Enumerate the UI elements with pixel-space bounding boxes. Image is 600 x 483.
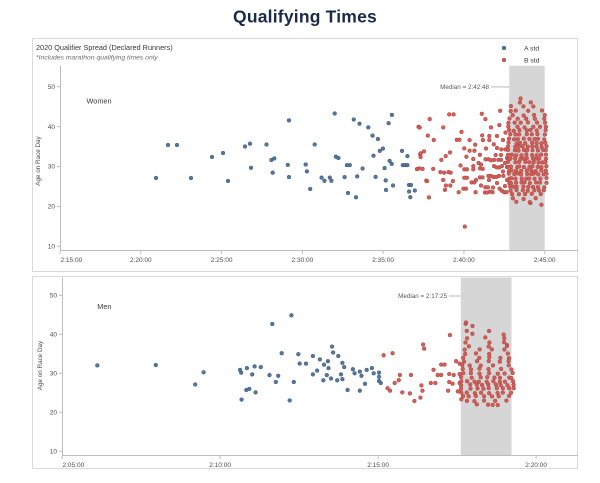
- svg-text:2:40:00: 2:40:00: [453, 257, 475, 264]
- svg-text:2:15:00: 2:15:00: [367, 462, 389, 469]
- svg-text:Median = 2:17:25: Median = 2:17:25: [398, 293, 447, 300]
- svg-text:2:20:00: 2:20:00: [130, 257, 152, 264]
- svg-text:2:25:00: 2:25:00: [211, 257, 233, 264]
- svg-text:50: 50: [50, 293, 58, 300]
- svg-text:50: 50: [48, 84, 56, 91]
- svg-text:B std: B std: [524, 58, 540, 65]
- svg-text:30: 30: [48, 164, 56, 171]
- svg-text:Qualifying Times: Qualifying Times: [233, 7, 377, 27]
- svg-text:2:45:00: 2:45:00: [534, 257, 556, 264]
- svg-text:2:05:00: 2:05:00: [63, 462, 85, 469]
- svg-text:10: 10: [48, 244, 56, 251]
- svg-text:2:35:00: 2:35:00: [372, 257, 394, 264]
- svg-text:10: 10: [50, 448, 58, 455]
- svg-text:Age on Race Day: Age on Race Day: [37, 340, 44, 390]
- svg-text:2:10:00: 2:10:00: [209, 462, 231, 469]
- svg-text:2:20:00: 2:20:00: [525, 462, 547, 469]
- svg-text:2:30:00: 2:30:00: [292, 257, 314, 264]
- svg-text:20: 20: [50, 409, 58, 416]
- svg-text:2020 Qualifier Spread (Declare: 2020 Qualifier Spread (Declared Runners): [36, 43, 173, 52]
- svg-text:Women: Women: [87, 97, 112, 106]
- svg-text:40: 40: [50, 332, 58, 339]
- svg-text:40: 40: [48, 124, 56, 131]
- svg-text:A std: A std: [524, 46, 539, 53]
- svg-text:*Includes marathon qualifying: *Includes marathon qualifying times only: [36, 55, 158, 62]
- svg-text:20: 20: [48, 204, 56, 211]
- svg-text:Men: Men: [97, 302, 111, 311]
- svg-text:30: 30: [50, 371, 58, 378]
- svg-text:Median = 2:42:48: Median = 2:42:48: [440, 84, 489, 91]
- svg-text:Age on Race Day: Age on Race Day: [35, 135, 42, 185]
- svg-text:2:15:00: 2:15:00: [61, 257, 83, 264]
